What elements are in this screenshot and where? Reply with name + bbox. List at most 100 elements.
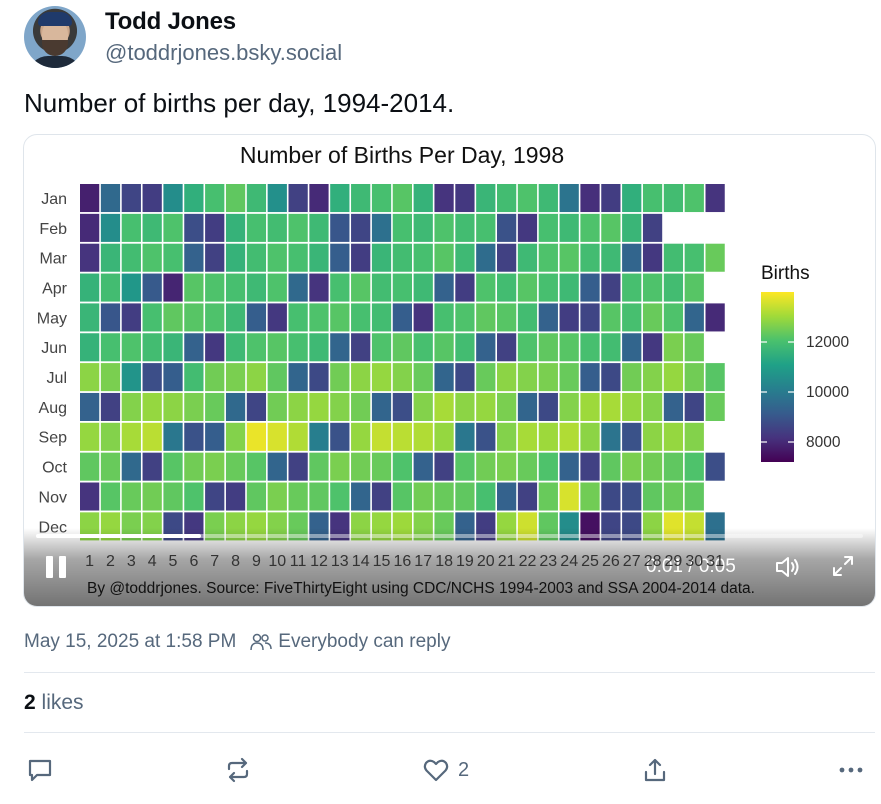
heatmap-cell [309, 213, 329, 242]
heatmap-cell [225, 392, 246, 421]
heatmap-cell [225, 213, 246, 242]
heatmap-cell [121, 273, 141, 302]
heatmap-cell [371, 243, 392, 272]
heatmap-cell [663, 303, 684, 332]
heatmap-cell [246, 392, 267, 421]
heatmap-cell [392, 482, 412, 511]
heatmap-cell [559, 303, 579, 332]
author-handle[interactable]: @toddrjones.bsky.social [105, 40, 343, 65]
heatmap-cell [517, 363, 538, 392]
video-progress-bar[interactable] [36, 534, 863, 538]
heatmap-cell [663, 363, 684, 392]
heatmap-cell [538, 273, 558, 302]
heatmap-cell [455, 452, 475, 481]
more-options-button[interactable] [837, 756, 865, 784]
heatmap-cell [351, 363, 371, 392]
heatmap-cell [100, 422, 121, 451]
heatmap-cell [622, 184, 642, 213]
heatmap-cell [267, 184, 287, 213]
heatmap-cell [163, 184, 183, 213]
video-time: 0:01 / 0:05 [646, 556, 736, 577]
heatmap-cell [663, 392, 684, 421]
heatmap-cell [413, 422, 433, 451]
video-player[interactable]: Number of Births Per Day, 1998 Jan Feb Mar… [23, 134, 876, 607]
heatmap-cell [413, 303, 433, 332]
heatmap-cell [517, 303, 538, 332]
heatmap-cell [100, 333, 121, 362]
y-tick-label: Oct [42, 460, 67, 477]
heatmap-cell [100, 363, 121, 392]
like-button[interactable]: 2 [422, 756, 469, 784]
heatmap-cell [538, 363, 558, 392]
heatmap-cell [601, 273, 621, 302]
heatmap-cell [601, 184, 621, 213]
heatmap-cell [288, 273, 308, 302]
heatmap-cell [225, 273, 246, 302]
volume-button[interactable] [774, 554, 804, 580]
likes-summary[interactable]: 2 likes [24, 691, 84, 715]
author-avatar[interactable] [24, 6, 86, 68]
heatmap-cell [580, 363, 600, 392]
reply-button[interactable] [26, 756, 54, 784]
heatmap-cell [205, 392, 225, 421]
heatmap-cell [142, 452, 162, 481]
heatmap-cell [476, 273, 496, 302]
heatmap-cell [413, 333, 433, 362]
heatmap-cell [330, 333, 350, 362]
heatmap-cell [455, 243, 475, 272]
heatmap-cell [663, 422, 684, 451]
heatmap-cell [455, 303, 475, 332]
author-display-name[interactable]: Todd Jones [105, 8, 236, 35]
heatmap-cell [267, 392, 287, 421]
heatmap-cell [392, 303, 412, 332]
share-button[interactable] [641, 756, 669, 784]
heatmap-cell [351, 184, 371, 213]
heatmap-cell [371, 213, 392, 242]
repost-button[interactable] [224, 756, 252, 784]
heatmap-cell [309, 273, 329, 302]
fullscreen-button[interactable] [831, 554, 855, 578]
heatmap-cell [622, 303, 642, 332]
heatmap-cell [580, 452, 600, 481]
heatmap-cell [288, 184, 308, 213]
heatmap-cell [163, 273, 183, 302]
heatmap-cell [622, 422, 642, 451]
heatmap-cell [100, 392, 121, 421]
legend-tick-label: 12000 [806, 334, 849, 351]
heatmap-cell [413, 213, 433, 242]
heatmap-cell [100, 184, 121, 213]
heatmap-cell [684, 303, 704, 332]
y-tick-label: Sep [39, 430, 68, 447]
heatmap-cell [476, 452, 496, 481]
heatmap-cell [205, 363, 225, 392]
heatmap-cell [205, 213, 225, 242]
heatmap-cell [392, 243, 412, 272]
post-timestamp[interactable]: May 15, 2025 at 1:58 PM [24, 631, 237, 652]
likes-count: 2 [24, 691, 36, 714]
heatmap-cell [497, 273, 517, 302]
heatmap-cell [371, 482, 392, 511]
heatmap-cell [705, 363, 725, 392]
heatmap-cell [559, 213, 579, 242]
heatmap-cell [205, 452, 225, 481]
heatmap-cell [121, 363, 141, 392]
avatar-shirt [28, 56, 82, 68]
heatmap-cell [476, 184, 496, 213]
divider [24, 672, 875, 673]
heatmap-cell [80, 482, 100, 511]
heart-icon [423, 759, 449, 782]
heatmap-cell [330, 184, 350, 213]
heatmap-cell [434, 482, 454, 511]
heatmap-cell [517, 273, 538, 302]
heatmap-cell [371, 392, 392, 421]
pause-button[interactable] [46, 556, 68, 578]
births-heatmap-chart: Number of Births Per Day, 1998 Jan Feb Mar… [37, 142, 849, 541]
heatmap-cell [392, 333, 412, 362]
heatmap-cell [267, 243, 287, 272]
heatmap-cell [580, 243, 600, 272]
post-meta: May 15, 2025 at 1:58 PM Everybody can re… [24, 631, 450, 653]
heatmap-cell [413, 184, 433, 213]
y-tick-label: Nov [39, 489, 67, 506]
heatmap-cell [684, 184, 704, 213]
heatmap-cell [288, 392, 308, 421]
